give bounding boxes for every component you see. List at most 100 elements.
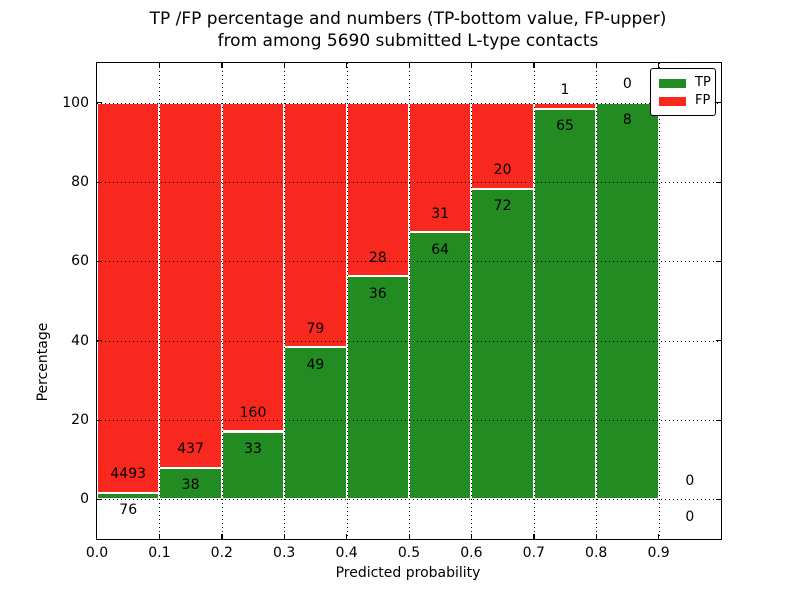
x-tick-bottom (283, 534, 285, 539)
y-tick-label: 20 (71, 412, 89, 428)
bar-labels-layer: 4493 76 437 38 160 33 79 49 28 36 31 64 20 72 1 65 0 8 0 0 (97, 63, 721, 539)
bar-segment-tp (284, 347, 347, 500)
x-tick-label: 0.7 (522, 545, 545, 561)
legend: TP FP (650, 68, 716, 116)
x-tick-bottom (346, 534, 348, 539)
x-tick-bottom (408, 534, 410, 539)
x-axis-label: Predicted probability (335, 565, 481, 581)
bar-label-fp: 1 (560, 82, 570, 99)
bar-label-fp: 0 (685, 472, 695, 489)
legend-label-fp: FP (695, 93, 711, 108)
x-tick-bottom (158, 534, 161, 539)
x-tick-top (533, 63, 535, 68)
x-tick-bottom (221, 534, 223, 539)
bar-segment-fp (159, 102, 222, 468)
x-tick-top (346, 63, 348, 68)
bar-segment-tp (346, 276, 409, 500)
y-tick-right (716, 340, 721, 342)
x-tick-label: 0.3 (273, 545, 296, 561)
chart-title-line1: TP /FP percentage and numbers (TP-bottom… (149, 9, 667, 29)
x-tick-label: 0.2 (210, 545, 233, 561)
x-tick-label: 0.0 (85, 545, 109, 561)
bar-label-tp: 38 (181, 477, 200, 494)
y-tick-label: 60 (71, 253, 89, 270)
y-tick-label: 80 (71, 174, 89, 190)
legend-swatch-tp (659, 78, 686, 88)
bar-label-fp: 437 (177, 441, 204, 458)
gridline-vertical (658, 63, 660, 539)
bar-segment-tp (221, 431, 285, 500)
bars-layer (97, 63, 721, 539)
gridline-vertical (221, 63, 223, 539)
y-tick-right (716, 181, 721, 183)
gridline-vertical (533, 63, 535, 539)
grid-layer (97, 63, 721, 539)
x-tick-top (221, 63, 223, 68)
x-tick-label: 0.9 (647, 545, 670, 561)
bar-label-fp: 28 (368, 249, 387, 266)
x-tick-label: 0.4 (335, 545, 358, 561)
plot-area: Percentage 4493 76 437 38 160 33 79 49 28 36 31 64 2… (35, 62, 722, 561)
bar-segment-fp (471, 102, 534, 189)
bar-label-tp: 36 (368, 285, 387, 302)
x-tick-bottom (533, 534, 535, 539)
y-tick-label: 100 (62, 94, 89, 111)
bar-segment-fp (346, 102, 409, 277)
x-tick-bottom (658, 534, 660, 539)
y-tick-left (97, 498, 102, 501)
bar-segment-fp (409, 102, 472, 233)
x-tick-label: 0.6 (460, 545, 483, 561)
gridline-vertical (346, 63, 348, 539)
bar-label-tp: 64 (431, 241, 450, 258)
bar-label-fp: 4493 (110, 466, 147, 483)
x-tick-label: 0.5 (397, 545, 421, 561)
bar-label-fp: 20 (493, 162, 512, 179)
chart-title-line2: from among 5690 submitted L-type contact… (217, 31, 599, 51)
bar-label-tp: 65 (556, 118, 574, 135)
bar-segment-tp (533, 108, 597, 500)
x-tick-top (470, 63, 473, 68)
bar-label-tp: 0 (685, 508, 695, 525)
y-tick-left (97, 340, 102, 342)
bar-label-tp: 33 (244, 441, 262, 457)
bar-segment-fp (97, 102, 160, 493)
y-tick-left (97, 181, 102, 183)
bar-label-tp: 72 (493, 198, 512, 215)
x-tick-bottom (470, 534, 473, 539)
y-tick-label: 0 (80, 491, 89, 508)
x-tick-top (595, 63, 597, 68)
ticks-layer (97, 63, 721, 539)
legend-row-fp: FP (659, 92, 711, 110)
y-tick-label: 40 (71, 332, 89, 349)
gridline-vertical (284, 63, 286, 539)
chart-title: TP /FP percentage and numbers (TP-bottom… (96, 8, 720, 52)
y-tick-right (716, 419, 721, 421)
gridline-vertical (471, 63, 473, 539)
axis-tick-labels-layer: 0 20 40 60 80 100 0.0 0.1 0.2 0.3 0.4 0.5 0.6 0.7 0.8 0… (62, 63, 721, 561)
bar-segment-tp (97, 492, 160, 500)
y-axis-label: Percentage (35, 322, 51, 402)
bar-label-tp: 49 (306, 356, 325, 373)
bar-segment-fp (284, 102, 347, 348)
x-tick-top (158, 63, 161, 68)
x-tick-top (408, 63, 410, 68)
legend-label-tp: TP (695, 75, 711, 90)
x-tick-bottom (595, 534, 597, 539)
y-tick-right (716, 498, 721, 501)
y-tick-right (716, 260, 721, 263)
x-tick-label: 0.1 (148, 545, 171, 561)
bar-label-tp: 76 (119, 502, 138, 519)
x-tick-top (658, 63, 660, 68)
y-tick-right (716, 102, 721, 104)
bar-label-tp: 8 (622, 112, 632, 129)
bar-label-fp: 79 (306, 320, 325, 337)
gridline-vertical (596, 63, 598, 539)
gridline-vertical (159, 63, 161, 539)
y-tick-left (97, 260, 102, 263)
bar-label-fp: 160 (239, 405, 267, 421)
bar-label-fp: 0 (622, 76, 632, 93)
gridline-vertical (409, 63, 410, 539)
x-tick-top (283, 63, 285, 68)
legend-row-tp: TP (659, 74, 711, 92)
y-tick-left (97, 102, 102, 104)
